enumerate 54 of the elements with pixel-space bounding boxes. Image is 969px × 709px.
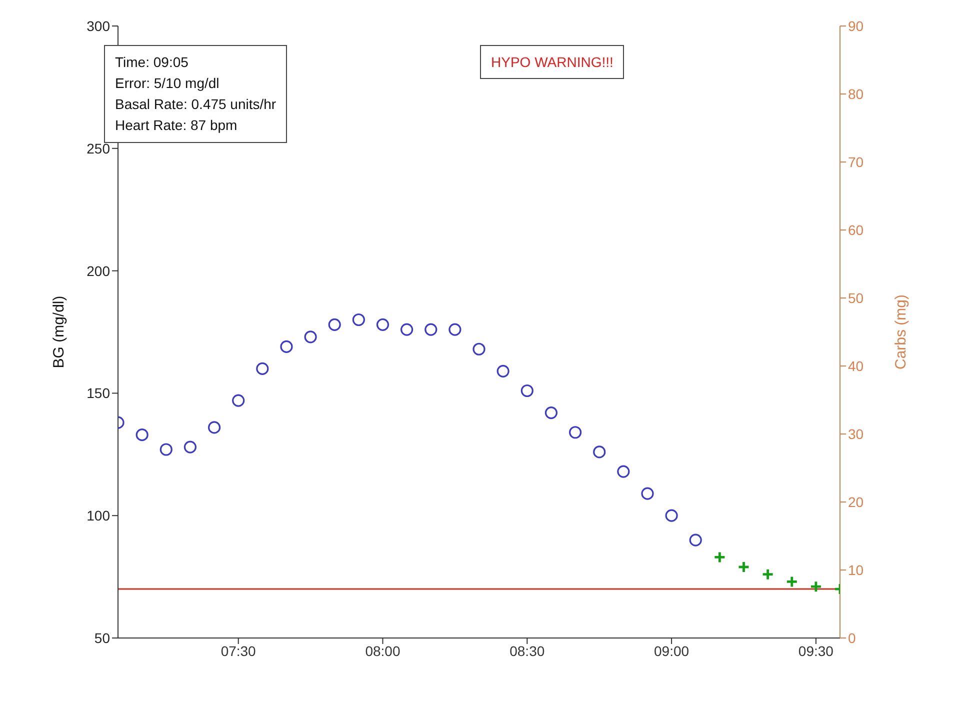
y2-tick-label: 0 bbox=[848, 630, 856, 646]
point bbox=[713, 551, 726, 564]
annotation: Time: 09:05 Error: 5/10 mg/dl Basal Rate: 0.475 units/hr Heart Rate: 87 bpm bbox=[115, 54, 276, 133]
x-tick-label: 08:00 bbox=[365, 642, 400, 659]
point bbox=[689, 534, 702, 546]
y-tick-label: 100 bbox=[86, 508, 110, 524]
x-tick-label: 07:30 bbox=[220, 642, 256, 659]
y-tick-label: 50 bbox=[94, 630, 110, 646]
x-tick-label: 09:30 bbox=[798, 642, 834, 659]
point bbox=[496, 364, 510, 378]
x-tick-label: 09:00 bbox=[654, 642, 690, 659]
y-tick-label: 250 bbox=[86, 140, 110, 156]
point bbox=[160, 443, 172, 456]
y2-tick-label: 10 bbox=[848, 562, 864, 578]
y2-tick-label: 50 bbox=[848, 290, 864, 306]
point bbox=[352, 313, 365, 326]
y-tick-label: 300 bbox=[86, 18, 110, 34]
point bbox=[762, 568, 774, 581]
y-axis-title: BG (mg/dl) bbox=[50, 296, 68, 368]
point bbox=[568, 426, 582, 439]
y2-axis-title: Carbs (mg) bbox=[892, 294, 910, 370]
y2-tick-label: 70 bbox=[848, 154, 864, 170]
y2-tick-label: 80 bbox=[848, 86, 864, 102]
point bbox=[208, 421, 221, 434]
point bbox=[665, 509, 678, 522]
point bbox=[448, 323, 462, 336]
y2-tick-label: 60 bbox=[848, 222, 864, 238]
point bbox=[738, 560, 750, 574]
point bbox=[810, 580, 822, 593]
y2-tick-label: 20 bbox=[848, 494, 864, 510]
x-tick-label: 08:30 bbox=[510, 642, 545, 659]
point bbox=[424, 323, 438, 336]
point bbox=[520, 384, 534, 398]
point bbox=[593, 446, 606, 458]
point bbox=[256, 362, 269, 376]
point bbox=[641, 487, 654, 500]
annotation: HYPO WARNING!!! bbox=[480, 45, 624, 79]
y2-tick-label: 40 bbox=[848, 358, 864, 374]
point bbox=[328, 318, 341, 331]
y-tick-label: 200 bbox=[86, 262, 110, 279]
point bbox=[280, 340, 293, 353]
point bbox=[184, 440, 196, 454]
y2-tick-label: 30 bbox=[848, 426, 864, 442]
y2-tick-label: 90 bbox=[848, 18, 864, 34]
point bbox=[232, 394, 245, 407]
point bbox=[400, 323, 414, 336]
y-tick-label: 150 bbox=[86, 385, 110, 402]
point bbox=[786, 575, 798, 588]
point bbox=[544, 406, 558, 420]
point bbox=[304, 330, 317, 344]
point bbox=[617, 465, 630, 478]
point bbox=[136, 428, 148, 442]
point bbox=[376, 318, 390, 331]
point bbox=[472, 342, 486, 356]
